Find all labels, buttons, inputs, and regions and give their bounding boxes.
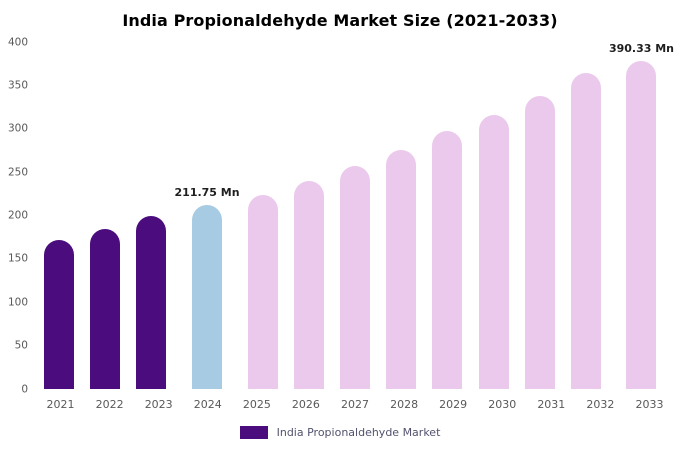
bar-column-2026 — [286, 42, 332, 389]
x-tick-label: 2024 — [193, 398, 222, 411]
bar-2028 — [386, 149, 417, 389]
x-axis: 2021 2022 2023 2024 2025 2026 2027 2028 2029 2030… — [36, 398, 674, 411]
x-tick-label: 2031 — [537, 398, 566, 411]
bar-2031 — [524, 95, 555, 389]
x-tick-label: 2023 — [144, 398, 173, 411]
x-tick-label: 2028 — [390, 398, 419, 411]
x-tick-label: 2030 — [488, 398, 517, 411]
y-tick-label: 300 — [7, 122, 28, 135]
bar-column-2032 — [563, 42, 609, 389]
bar-column-2031 — [517, 42, 563, 389]
bar-2024 — [192, 205, 223, 389]
bar-2022 — [90, 229, 121, 389]
x-tick-label: 2029 — [439, 398, 468, 411]
bar-column-2023 — [128, 42, 174, 389]
legend: India Propionaldehyde Market — [0, 426, 680, 439]
x-tick-label: 2032 — [586, 398, 615, 411]
bar-column-2033: 390.33 Mn — [609, 42, 674, 389]
y-tick-label: 0 — [21, 382, 28, 395]
y-tick-label: 150 — [7, 252, 28, 265]
bar-column-2030 — [470, 42, 516, 389]
bar-2030 — [478, 114, 509, 389]
bar-2025 — [247, 194, 278, 389]
bar-column-2021 — [36, 42, 82, 389]
bar-column-2022 — [82, 42, 128, 389]
y-axis: 0 50 100 150 200 250 300 350 400 — [0, 37, 30, 394]
x-tick-label: 2022 — [95, 398, 124, 411]
bar-2029 — [432, 131, 463, 389]
x-tick-label: 2025 — [242, 398, 271, 411]
x-tick-label: 2026 — [291, 398, 320, 411]
plot-area: 211.75 Mn 390.33 Mn — [36, 42, 674, 389]
bar-2021 — [44, 239, 75, 389]
y-tick-label: 100 — [7, 296, 28, 308]
bar-column-2024: 211.75 Mn — [175, 42, 240, 389]
y-tick-label: 50 — [14, 339, 28, 352]
y-tick-label: 350 — [7, 79, 28, 92]
bar-2033 — [626, 61, 657, 389]
bar-column-2029 — [424, 42, 470, 389]
bar-column-2025 — [240, 42, 286, 389]
y-tick-label: 400 — [7, 35, 28, 48]
bar-value-label: 211.75 Mn — [174, 186, 240, 200]
bar-column-2027 — [332, 42, 378, 389]
bar-2026 — [293, 180, 324, 389]
x-tick-label: 2021 — [46, 398, 75, 411]
bar-2023 — [136, 216, 167, 389]
bar-2032 — [570, 73, 601, 389]
bar-column-2028 — [378, 42, 424, 389]
legend-swatch — [239, 426, 268, 439]
y-tick-label: 250 — [7, 165, 28, 178]
bar-2027 — [340, 166, 370, 389]
x-tick-label: 2027 — [341, 398, 369, 411]
y-tick-label: 200 — [7, 209, 28, 222]
bar-value-label: 390.33 Mn — [608, 42, 675, 55]
chart-title: India Propionaldehyde Market Size (2021-… — [122, 11, 558, 30]
legend-label: India Propionaldehyde Market — [276, 426, 441, 439]
x-tick-label: 2033 — [635, 398, 664, 411]
